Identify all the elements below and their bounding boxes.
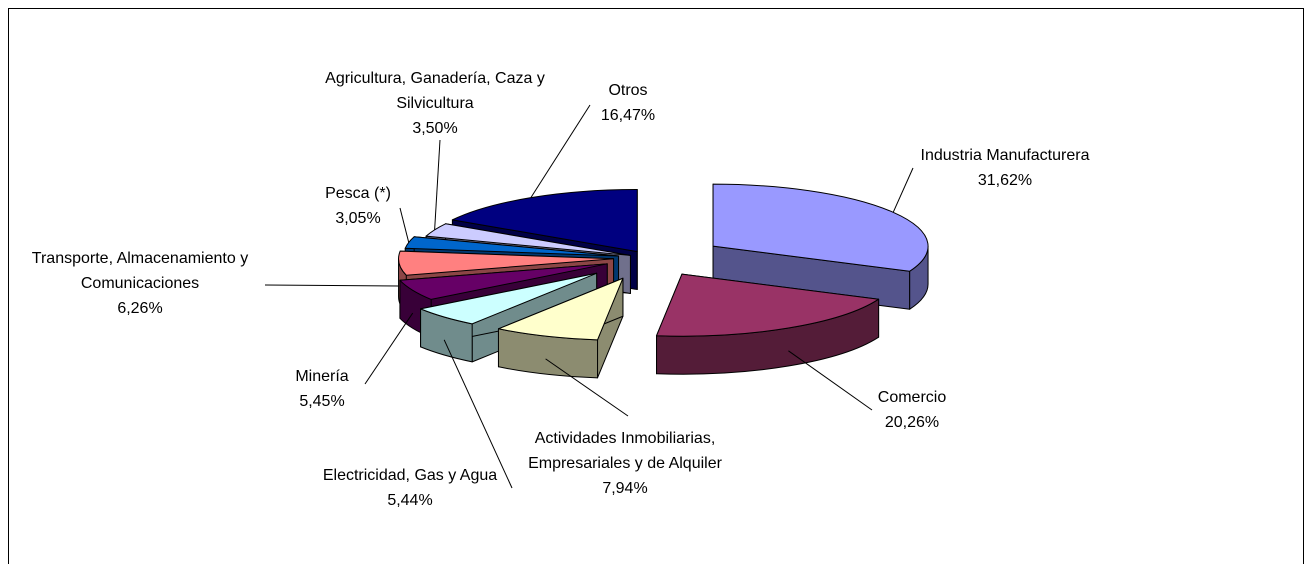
category-label: Minería bbox=[295, 368, 349, 385]
value-label: 16,47% bbox=[600, 107, 656, 124]
leader-line bbox=[364, 312, 414, 385]
slice bbox=[656, 273, 880, 337]
data-label: Minería 5,45% bbox=[262, 364, 382, 414]
slice bbox=[420, 272, 598, 325]
data-label: Pesca (*) 3,05% bbox=[298, 181, 418, 231]
slice bbox=[497, 277, 624, 341]
value-label: 5,45% bbox=[299, 393, 345, 410]
slice bbox=[398, 250, 615, 276]
slice bbox=[712, 183, 929, 272]
category-label: Comercio bbox=[877, 389, 947, 406]
value-label: 20,26% bbox=[884, 414, 940, 431]
value-label: 5,44% bbox=[387, 492, 433, 509]
category-label: Electricidad, Gas y Agua bbox=[322, 467, 498, 484]
leader-line bbox=[264, 284, 400, 287]
value-label: 7,94% bbox=[602, 480, 648, 497]
value-label: 31,62% bbox=[977, 172, 1033, 189]
slice bbox=[399, 263, 608, 300]
slice bbox=[404, 236, 620, 257]
leader-line bbox=[545, 358, 629, 417]
value-label: 6,26% bbox=[117, 300, 163, 317]
data-label: Electricidad, Gas y Agua 5,44% bbox=[290, 463, 530, 513]
data-label: Agricultura, Ganadería, Caza y Silvicult… bbox=[310, 66, 560, 141]
chart-frame bbox=[8, 8, 1304, 564]
slice bbox=[425, 223, 631, 256]
data-label: Industria Manufacturera 31,62% bbox=[875, 143, 1135, 193]
slice-group bbox=[497, 277, 624, 379]
value-label: 3,05% bbox=[335, 210, 381, 227]
leader-line bbox=[399, 207, 410, 243]
leader-line bbox=[530, 104, 591, 198]
value-label: 3,50% bbox=[412, 120, 458, 137]
leader-line bbox=[892, 167, 914, 213]
leader-line bbox=[443, 339, 513, 489]
category-label: Actividades Inmobiliarias, Empresariales… bbox=[528, 430, 722, 472]
leader-line bbox=[434, 139, 441, 230]
slice-group bbox=[712, 183, 929, 310]
category-label: Transporte, Almacenamiento y Comunicacio… bbox=[31, 250, 249, 292]
data-label: Comercio 20,26% bbox=[852, 385, 972, 435]
slice-group bbox=[656, 273, 880, 375]
category-label: Pesca (*) bbox=[325, 185, 391, 202]
category-label: Otros bbox=[608, 82, 648, 99]
leader-line bbox=[788, 350, 873, 411]
data-label: Otros 16,47% bbox=[568, 78, 688, 128]
category-label: Industria Manufacturera bbox=[920, 147, 1090, 164]
data-label: Actividades Inmobiliarias, Empresariales… bbox=[515, 426, 735, 501]
data-label: Transporte, Almacenamiento y Comunicacio… bbox=[15, 246, 265, 321]
category-label: Agricultura, Ganadería, Caza y Silvicult… bbox=[325, 70, 545, 112]
